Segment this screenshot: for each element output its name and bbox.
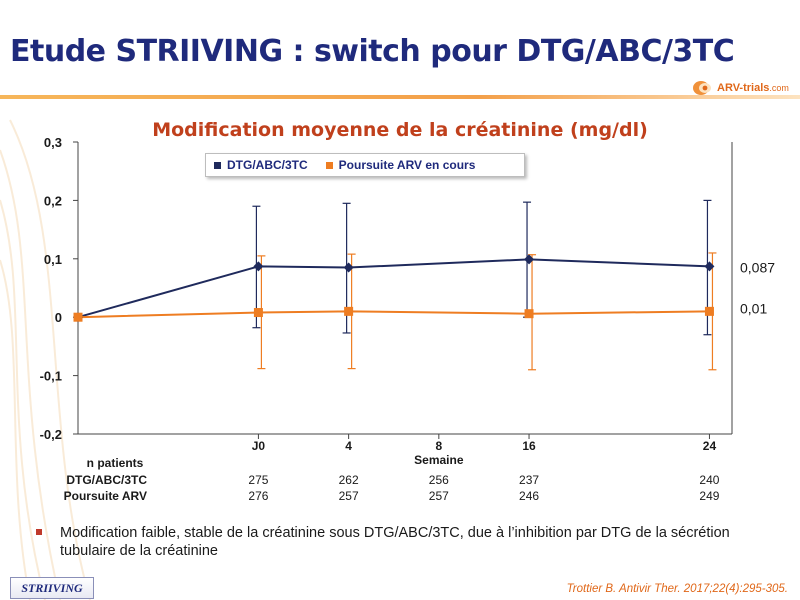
study-tag: STRIIVING	[10, 577, 94, 599]
patients-header: n patients	[87, 456, 144, 470]
series-line-1	[77, 310, 710, 319]
patients-row-label: DTG/ABC/3TC	[66, 473, 147, 487]
patients-count: 256	[429, 473, 449, 487]
patients-row-label: Poursuite ARV	[64, 489, 147, 503]
legend-swatch-dtg	[214, 161, 221, 169]
logo-text: ARV-trials	[717, 82, 770, 94]
patients-count: 276	[248, 489, 268, 503]
arv-trials-logo: ARV-trials.com	[692, 78, 789, 98]
chart-title: Modification moyenne de la créatinine (m…	[152, 119, 648, 141]
patients-count: 237	[519, 473, 539, 487]
chart-canvas: -0,2 -0,1 0 0,1 0,2 0,3 J0 4 8 16 24 Semaine 0,087 0…	[40, 135, 776, 503]
y-tick-label: 0	[55, 310, 62, 325]
data-point-arv	[253, 308, 263, 318]
patients-count: 275	[248, 473, 268, 487]
bullet-marker	[36, 529, 42, 535]
y-tick-label: 0,1	[44, 252, 62, 267]
logo-icon	[693, 81, 711, 95]
x-tick-label: 4	[345, 439, 352, 453]
summary-bullet: Modification faible, stable de la créati…	[36, 524, 776, 560]
data-point-arv	[704, 306, 714, 316]
legend-label-arv: Poursuite ARV en cours	[338, 158, 476, 172]
end-value-label-1: 0,01	[740, 300, 767, 316]
data-point-arv	[524, 309, 534, 319]
patients-count: 262	[339, 473, 359, 487]
x-tick-label: J0	[252, 439, 266, 453]
legend-swatch-arv	[325, 161, 333, 169]
legend-item-arv: Poursuite ARV en cours	[325, 158, 476, 172]
title-underline	[0, 95, 800, 99]
x-tick-label: 24	[703, 439, 717, 453]
data-point-arv	[73, 312, 83, 322]
summary-text: Modification faible, stable de la créati…	[60, 525, 730, 559]
data-point-dtg	[524, 254, 535, 265]
legend-item-dtg: DTG/ABC/3TC	[214, 158, 308, 172]
end-value-label-0: 0,087	[740, 259, 775, 275]
slide-title: Etude STRIIVING : switch pour DTG/ABC/3T…	[10, 34, 735, 69]
x-axis-label: Semaine	[414, 453, 464, 467]
patients-count: 240	[699, 473, 719, 487]
y-tick-label: 0,3	[44, 135, 62, 150]
y-tick-label: -0,2	[40, 427, 62, 442]
data-point-dtg	[253, 261, 264, 272]
series-line-0	[77, 258, 710, 319]
x-tick-label: 8	[435, 439, 442, 453]
chart-legend: DTG/ABC/3TC Poursuite ARV en cours	[205, 153, 525, 177]
citation: Trottier B. Antivir Ther. 2017;22(4):295…	[566, 583, 788, 595]
y-tick-label: 0,2	[44, 193, 62, 208]
patients-count: 257	[339, 489, 359, 503]
legend-label-dtg: DTG/ABC/3TC	[227, 158, 308, 172]
y-tick-label: -0,1	[40, 369, 62, 384]
patients-count: 257	[429, 489, 449, 503]
patients-count: 246	[519, 489, 539, 503]
data-point-dtg	[704, 261, 715, 272]
data-point-dtg	[343, 262, 354, 273]
logo-suffix: .com	[769, 83, 789, 93]
patients-count: 249	[699, 489, 719, 503]
x-tick-label: 16	[522, 439, 536, 453]
data-point-arv	[344, 306, 354, 316]
